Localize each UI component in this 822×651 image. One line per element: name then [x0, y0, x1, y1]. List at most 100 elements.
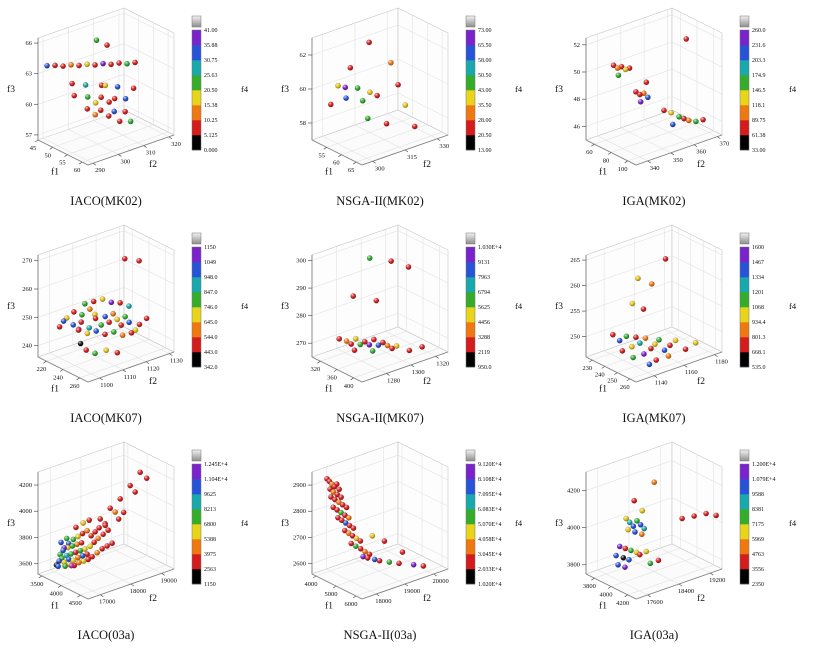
- svg-text:5625: 5625: [478, 305, 490, 311]
- svg-text:f4: f4: [241, 518, 249, 528]
- svg-text:535.0: 535.0: [752, 365, 766, 371]
- svg-text:260: 260: [570, 283, 580, 290]
- svg-text:1150: 1150: [204, 582, 216, 588]
- svg-text:57: 57: [26, 132, 33, 139]
- svg-text:35.88: 35.88: [204, 43, 218, 49]
- svg-text:300: 300: [120, 158, 130, 165]
- svg-text:80: 80: [603, 158, 610, 165]
- svg-text:f4: f4: [789, 301, 797, 311]
- svg-text:f3: f3: [7, 518, 15, 529]
- svg-text:17000: 17000: [99, 599, 115, 606]
- svg-text:50: 50: [44, 152, 51, 159]
- svg-text:4000: 4000: [19, 508, 32, 515]
- svg-text:73.00: 73.00: [478, 28, 492, 34]
- svg-text:1130: 1130: [170, 358, 183, 365]
- svg-text:300: 300: [296, 258, 306, 265]
- svg-text:1467: 1467: [752, 260, 764, 266]
- svg-text:f1: f1: [325, 167, 333, 178]
- scatter3d-canvas: 220 240 260 1100 1110 1120 1130 240 250 260 270 f1 f…: [7, 224, 249, 395]
- svg-text:4000: 4000: [305, 581, 318, 588]
- svg-text:330: 330: [439, 143, 449, 150]
- svg-text:2600: 2600: [293, 561, 306, 568]
- svg-text:f1: f1: [51, 384, 59, 395]
- svg-text:58.00: 58.00: [478, 58, 492, 64]
- svg-text:370: 370: [719, 141, 729, 148]
- svg-text:f4: f4: [789, 518, 797, 528]
- svg-text:668.1: 668.1: [752, 350, 766, 356]
- svg-text:1049: 1049: [204, 260, 216, 266]
- svg-text:1.020E+4: 1.020E+4: [478, 582, 502, 588]
- svg-text:400: 400: [344, 383, 354, 390]
- svg-text:25.63: 25.63: [204, 73, 218, 79]
- svg-text:3288: 3288: [478, 335, 490, 341]
- svg-text:1334: 1334: [752, 275, 764, 281]
- svg-text:f4: f4: [515, 84, 523, 94]
- svg-text:f4: f4: [241, 301, 249, 311]
- svg-text:1600: 1600: [752, 245, 764, 251]
- svg-text:60: 60: [74, 167, 81, 174]
- svg-text:3800: 3800: [567, 562, 580, 569]
- svg-text:61.38: 61.38: [752, 133, 766, 139]
- svg-text:f4: f4: [515, 301, 523, 311]
- svg-text:8381: 8381: [752, 507, 764, 513]
- svg-text:7963: 7963: [478, 275, 490, 281]
- svg-text:f1: f1: [51, 167, 59, 178]
- svg-text:f3: f3: [7, 301, 15, 312]
- svg-text:50.50: 50.50: [478, 73, 492, 79]
- svg-text:f2: f2: [423, 376, 431, 387]
- svg-text:60: 60: [333, 160, 340, 167]
- subplot-iaco-mk07: 220 240 260 1100 1110 1120 1130 240 250 260 270 f1 f…: [0, 217, 274, 434]
- svg-text:1120: 1120: [147, 366, 160, 373]
- svg-text:f4: f4: [241, 84, 249, 94]
- scatter3d-canvas: 3500 4000 4500 17000 18000 19000 3600 3800 4000 4…: [7, 441, 249, 612]
- subplot-title: NSGA-II(03a): [343, 628, 417, 642]
- svg-text:8.108E+4: 8.108E+4: [478, 477, 502, 483]
- svg-text:315: 315: [407, 154, 417, 161]
- svg-text:2900: 2900: [293, 482, 306, 489]
- svg-text:f4: f4: [789, 84, 797, 94]
- svg-text:5.125: 5.125: [204, 133, 218, 139]
- svg-text:5000: 5000: [325, 591, 338, 598]
- svg-text:60: 60: [586, 149, 593, 156]
- subplot-title: IGA(MK02): [622, 194, 686, 208]
- svg-text:f4: f4: [515, 518, 523, 528]
- subplot-title: IGA(MK07): [622, 411, 686, 425]
- svg-text:48: 48: [574, 96, 581, 103]
- svg-text:146.5: 146.5: [752, 88, 766, 94]
- svg-text:9131: 9131: [478, 260, 490, 266]
- svg-text:f1: f1: [599, 384, 607, 395]
- svg-text:240: 240: [53, 375, 63, 382]
- svg-text:7175: 7175: [752, 522, 764, 528]
- svg-text:1300: 1300: [412, 369, 425, 376]
- svg-text:174.9: 174.9: [752, 73, 766, 79]
- svg-text:9588: 9588: [752, 492, 764, 498]
- svg-text:f1: f1: [599, 601, 607, 612]
- svg-text:300: 300: [375, 165, 385, 172]
- svg-text:6.083E+4: 6.083E+4: [478, 507, 502, 513]
- svg-text:220: 220: [36, 366, 46, 373]
- svg-text:231.6: 231.6: [752, 43, 766, 49]
- svg-text:7.095E+4: 7.095E+4: [478, 492, 502, 498]
- svg-text:934.4: 934.4: [752, 320, 766, 326]
- subplot-title: IGA(03a): [629, 628, 679, 642]
- svg-text:50: 50: [574, 69, 581, 76]
- svg-text:250: 250: [22, 314, 32, 321]
- svg-text:260.0: 260.0: [752, 28, 766, 34]
- svg-text:f3: f3: [281, 518, 289, 529]
- svg-text:250: 250: [570, 334, 580, 341]
- svg-text:41.00: 41.00: [204, 28, 218, 34]
- svg-text:1280: 1280: [387, 377, 400, 384]
- svg-text:1.079E+4: 1.079E+4: [752, 477, 776, 483]
- svg-text:240: 240: [22, 343, 32, 350]
- svg-text:350: 350: [673, 157, 683, 164]
- svg-text:255: 255: [570, 308, 580, 315]
- subplot-title: NSGA-II(MK02): [336, 194, 424, 208]
- svg-text:65: 65: [348, 167, 355, 174]
- svg-text:203.3: 203.3: [752, 58, 766, 64]
- svg-text:f2: f2: [149, 376, 157, 387]
- svg-text:20000: 20000: [433, 578, 449, 585]
- subplot-title: NSGA-II(MK07): [336, 411, 424, 425]
- svg-text:2350: 2350: [752, 582, 764, 588]
- svg-text:5388: 5388: [204, 537, 216, 543]
- svg-text:f2: f2: [697, 593, 705, 604]
